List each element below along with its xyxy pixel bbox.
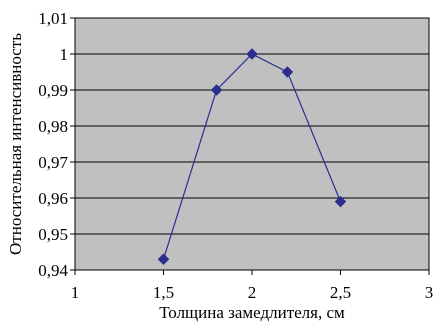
y-tick-label: 0,98 — [38, 117, 68, 136]
x-tick-label: 2 — [248, 283, 257, 302]
data-point-marker — [246, 48, 258, 60]
x-axis-ticks: 1 1,5 2 2,5 3 — [71, 270, 434, 302]
y-tick-label: 0,95 — [38, 225, 68, 244]
y-tick-label: 1 — [60, 45, 69, 64]
data-point-marker — [210, 84, 223, 96]
x-tick-label: 2,5 — [330, 283, 351, 302]
data-point-marker — [157, 253, 170, 266]
x-tick-label: 1 — [71, 283, 80, 302]
y-tick-label: 0,97 — [38, 153, 68, 172]
y-axis-title: Относительная интенсивность — [6, 33, 25, 255]
x-axis-title: Толщина замедлителя, см — [159, 303, 345, 322]
data-point-marker — [334, 195, 347, 208]
y-axis-ticks: 0,94 0,95 0,96 0,97 0,98 0,99 1 1,01 — [38, 9, 75, 280]
x-tick-label: 3 — [425, 283, 434, 302]
y-tick-label: 0,96 — [38, 189, 68, 208]
x-tick-label: 1,5 — [153, 283, 174, 302]
data-point-marker — [281, 66, 294, 78]
y-tick-label: 0,94 — [38, 261, 68, 280]
y-tick-label: 1,01 — [38, 9, 68, 28]
plot-area — [74, 17, 430, 271]
y-tick-label: 0,99 — [38, 81, 68, 100]
series-layer — [157, 48, 347, 266]
